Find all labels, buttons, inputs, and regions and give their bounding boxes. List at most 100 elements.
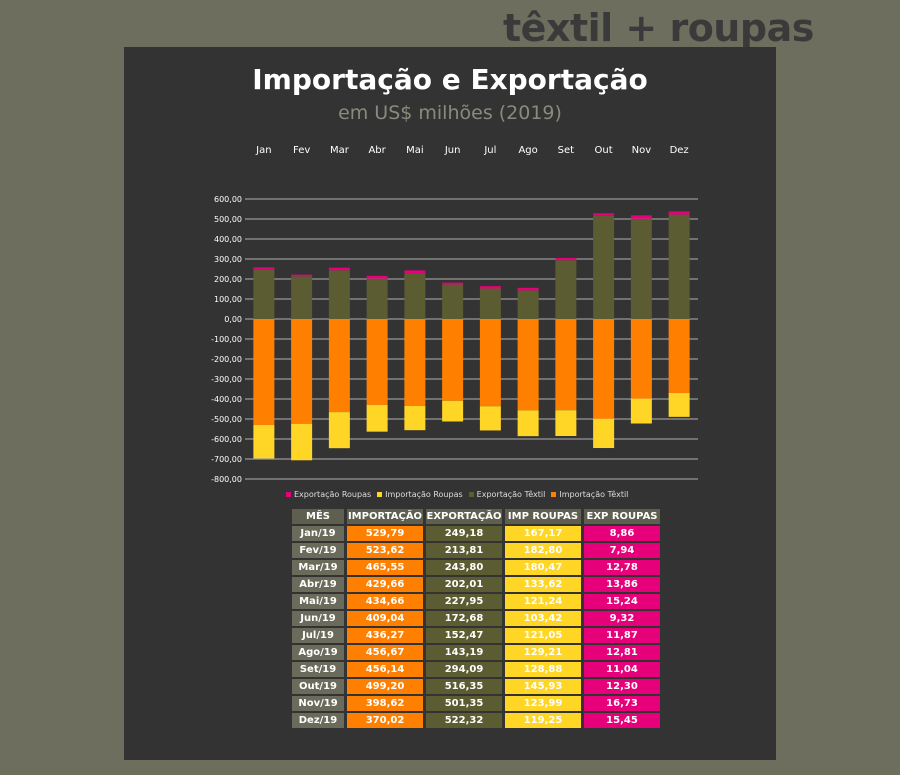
- table-cell: 12,78: [584, 560, 660, 575]
- data-table: MÊS IMPORTAÇÃO EXPORTAÇÃO IMP ROUPAS EXP ROU…: [289, 507, 663, 730]
- table-cell: 409,04: [347, 611, 423, 626]
- table-row: Dez/19 370,02 522,32 119,25 15,45: [292, 713, 660, 728]
- table-cell: 128,88: [505, 662, 581, 677]
- table-cell: 145,93: [505, 679, 581, 694]
- table-cell: 465,55: [347, 560, 423, 575]
- bar-segment: [328, 412, 350, 449]
- table-row: Set/19 456,14 294,09 128,88 11,04: [292, 662, 660, 677]
- table-cell: Dez/19: [292, 713, 344, 728]
- legend-swatch: [377, 491, 383, 497]
- table-cell: 501,35: [426, 696, 502, 711]
- table-row: Jun/19 409,04 172,68 103,42 9,32: [292, 611, 660, 626]
- legend-label: Importação Roupas: [385, 489, 463, 499]
- chart-panel: Importação e Exportação em US$ milhões (…: [124, 47, 776, 760]
- bar-segment: [253, 267, 275, 270]
- table-row: Ago/19 456,67 143,19 129,21 12,81: [292, 645, 660, 660]
- table-header-cell: EXP ROUPAS: [584, 509, 660, 524]
- table-header-cell: MÊS: [292, 509, 344, 524]
- table-cell: 12,81: [584, 645, 660, 660]
- table-cell: 9,32: [584, 611, 660, 626]
- table-cell: 7,94: [584, 543, 660, 558]
- table-cell: 499,20: [347, 679, 423, 694]
- bar-segment: [630, 218, 652, 319]
- bar-segment: [291, 423, 313, 461]
- table-cell: 167,17: [505, 526, 581, 541]
- table-cell: 243,80: [426, 560, 502, 575]
- bar-segment: [555, 260, 577, 319]
- legend-label: Exportação Roupas: [294, 489, 372, 499]
- bar-segment: [291, 274, 313, 277]
- y-tick-label: 100,00: [214, 295, 242, 304]
- table-cell: 182,80: [505, 543, 581, 558]
- bar-segment: [328, 270, 350, 319]
- y-tick-label: -800,00: [211, 475, 242, 484]
- table-cell: 133,62: [505, 577, 581, 592]
- bar-segment: [479, 406, 501, 431]
- legend-label: Importação Têxtil: [559, 489, 629, 499]
- y-tick-label: 500,00: [214, 215, 242, 224]
- table-cell: 16,73: [584, 696, 660, 711]
- table-cell: Jun/19: [292, 611, 344, 626]
- x-category-label: Dez: [670, 145, 689, 156]
- chart-legend: Exportação Roupas Importação Roupas Export…: [286, 487, 628, 501]
- y-tick-label: 600,00: [214, 195, 242, 204]
- bar-segment: [517, 410, 539, 437]
- bar-segment: [366, 319, 388, 405]
- x-category-label: Jun: [444, 145, 461, 156]
- table-cell: 123,99: [505, 696, 581, 711]
- y-tick-label: 200,00: [214, 275, 242, 284]
- legend-item: Exportação Roupas: [286, 490, 371, 499]
- x-category-label: Ago: [518, 145, 537, 156]
- table-cell: 129,21: [505, 645, 581, 660]
- x-category-label: Mai: [406, 145, 424, 156]
- table-header-cell: IMP ROUPAS: [505, 509, 581, 524]
- x-category-label: Mar: [330, 145, 350, 156]
- bar-segment: [593, 215, 615, 319]
- bar-segment: [253, 269, 275, 319]
- table-cell: Nov/19: [292, 696, 344, 711]
- x-category-label: Set: [558, 145, 575, 156]
- table-row: Jul/19 436,27 152,47 121,05 11,87: [292, 628, 660, 643]
- table-cell: 249,18: [426, 526, 502, 541]
- bar-segment: [630, 319, 652, 399]
- y-tick-label: -600,00: [211, 435, 242, 444]
- bar-segment: [404, 405, 426, 431]
- bar-segment: [479, 288, 501, 319]
- table-row: Fev/19 523,62 213,81 182,80 7,94: [292, 543, 660, 558]
- bar-segment: [366, 404, 388, 432]
- table-cell: 429,66: [347, 577, 423, 592]
- table-cell: Mar/19: [292, 560, 344, 575]
- table-cell: 172,68: [426, 611, 502, 626]
- bar-segment: [630, 398, 652, 424]
- bar-segment: [479, 319, 501, 407]
- table-cell: 121,24: [505, 594, 581, 609]
- table-row: Out/19 499,20 516,35 145,93 12,30: [292, 679, 660, 694]
- stacked-bar-chart: 600,00 500,00 400,00 300,00 200,00 100,00 0,00…: [211, 145, 698, 484]
- table-row: Jan/19 529,79 249,18 167,17 8,86: [292, 526, 660, 541]
- table-cell: 522,32: [426, 713, 502, 728]
- bar-segment: [253, 424, 275, 459]
- table-cell: 456,14: [347, 662, 423, 677]
- bar-segment: [442, 319, 464, 401]
- brand-logo-text: têxtil + roupas: [503, 6, 814, 50]
- y-tick-label: -700,00: [211, 455, 242, 464]
- table-cell: 11,87: [584, 628, 660, 643]
- bar-segment: [517, 319, 539, 411]
- legend-swatch: [286, 491, 291, 497]
- legend-item: Importação Roupas: [377, 490, 463, 499]
- bar-segment: [291, 276, 313, 319]
- table-cell: 202,01: [426, 577, 502, 592]
- table-cell: Ago/19: [292, 645, 344, 660]
- table-cell: Jul/19: [292, 628, 344, 643]
- table-cell: 15,24: [584, 594, 660, 609]
- bar-segment: [593, 213, 615, 216]
- table-body: Jan/19 529,79 249,18 167,17 8,86 Fev/19 523,62…: [292, 526, 660, 728]
- bar-segment: [668, 393, 690, 417]
- y-tick-label: -500,00: [211, 415, 242, 424]
- table-cell: 152,47: [426, 628, 502, 643]
- chart-title: Importação e Exportação: [252, 63, 648, 96]
- bar-segment: [442, 282, 464, 285]
- bar-segment: [555, 410, 577, 437]
- bar-segment: [593, 418, 615, 449]
- table-header-cell: EXPORTAÇÃO: [426, 509, 502, 524]
